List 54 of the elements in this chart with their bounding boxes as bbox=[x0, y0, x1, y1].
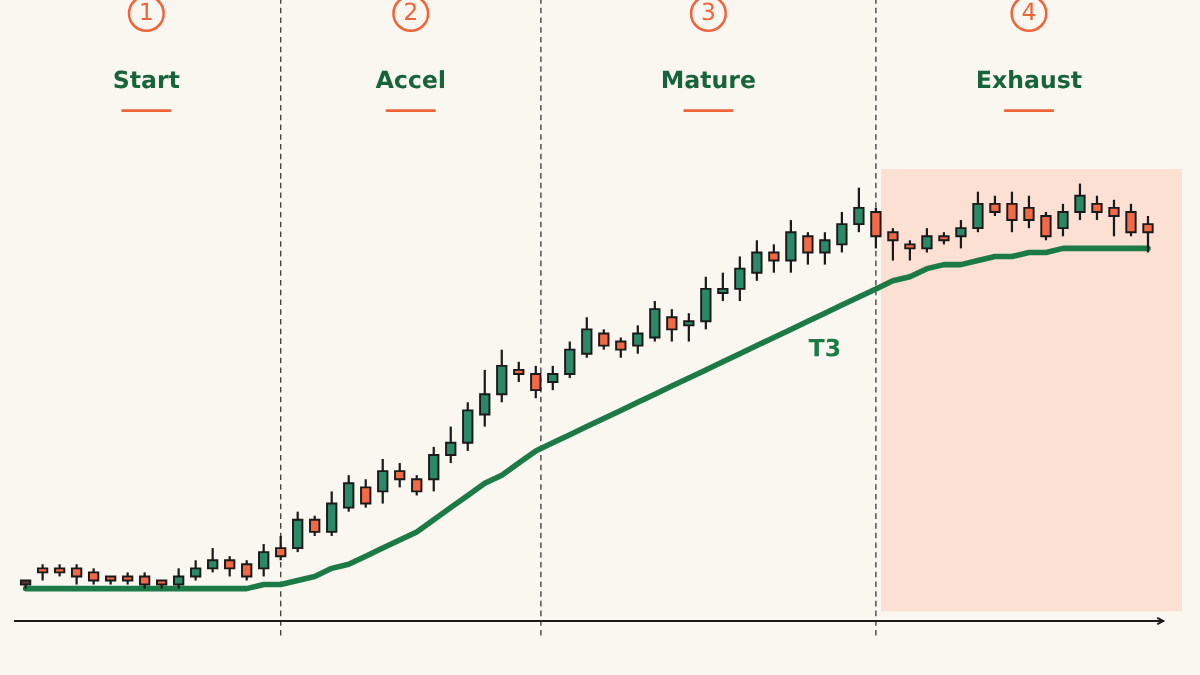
text: 2 bbox=[405, 2, 416, 21]
candlestick bbox=[258, 542, 270, 578]
text: 1 bbox=[141, 2, 152, 21]
candlestick bbox=[360, 478, 372, 509]
candlestick bbox=[1074, 182, 1086, 222]
candlestick bbox=[802, 231, 814, 266]
series-label: T3 bbox=[808, 338, 840, 357]
text: 4 bbox=[1022, 2, 1036, 21]
candlestick bbox=[989, 194, 1001, 218]
candlestick bbox=[479, 368, 491, 428]
candlestick bbox=[1057, 202, 1069, 238]
candlestick bbox=[241, 559, 253, 582]
candlestick bbox=[1125, 202, 1137, 238]
candlestick bbox=[275, 534, 287, 562]
candlestick bbox=[411, 474, 423, 497]
candlestick bbox=[615, 336, 627, 359]
candlestick bbox=[734, 255, 746, 303]
candlestick bbox=[394, 461, 406, 489]
candlestick bbox=[1091, 194, 1103, 222]
candlestick bbox=[445, 425, 457, 465]
candlestick bbox=[513, 360, 525, 384]
candlestick bbox=[887, 227, 899, 262]
candlestick bbox=[683, 312, 695, 343]
candlestick bbox=[377, 457, 389, 505]
candlestick bbox=[751, 239, 763, 282]
text: 3 bbox=[702, 2, 715, 21]
candlestick bbox=[598, 328, 610, 351]
candlestick bbox=[632, 324, 644, 355]
candlestick bbox=[1142, 214, 1154, 254]
candlestick bbox=[1040, 210, 1052, 242]
candlestick bbox=[836, 210, 848, 254]
candlestick bbox=[207, 546, 219, 574]
candlestick bbox=[955, 218, 967, 250]
candlestick bbox=[309, 514, 321, 538]
candlestick bbox=[530, 364, 542, 400]
candlestick bbox=[1023, 194, 1035, 230]
candlestick bbox=[666, 308, 678, 343]
candlestick bbox=[173, 567, 185, 590]
candlestick bbox=[768, 243, 780, 274]
candlestick bbox=[717, 271, 729, 303]
candlestick bbox=[921, 227, 933, 254]
text: Exhaust bbox=[977, 70, 1082, 89]
candlestick bbox=[547, 364, 559, 392]
candlestick bbox=[904, 239, 916, 262]
candlestick bbox=[224, 555, 236, 578]
text: Accel bbox=[375, 70, 444, 89]
candlestick bbox=[190, 559, 202, 582]
candlestick bbox=[1108, 198, 1120, 238]
candlestick bbox=[1006, 190, 1018, 234]
text: Start bbox=[114, 70, 180, 89]
candlestick bbox=[70, 563, 83, 586]
candlestick bbox=[853, 186, 865, 234]
text: Mature bbox=[662, 70, 755, 89]
candlestick bbox=[819, 231, 831, 266]
